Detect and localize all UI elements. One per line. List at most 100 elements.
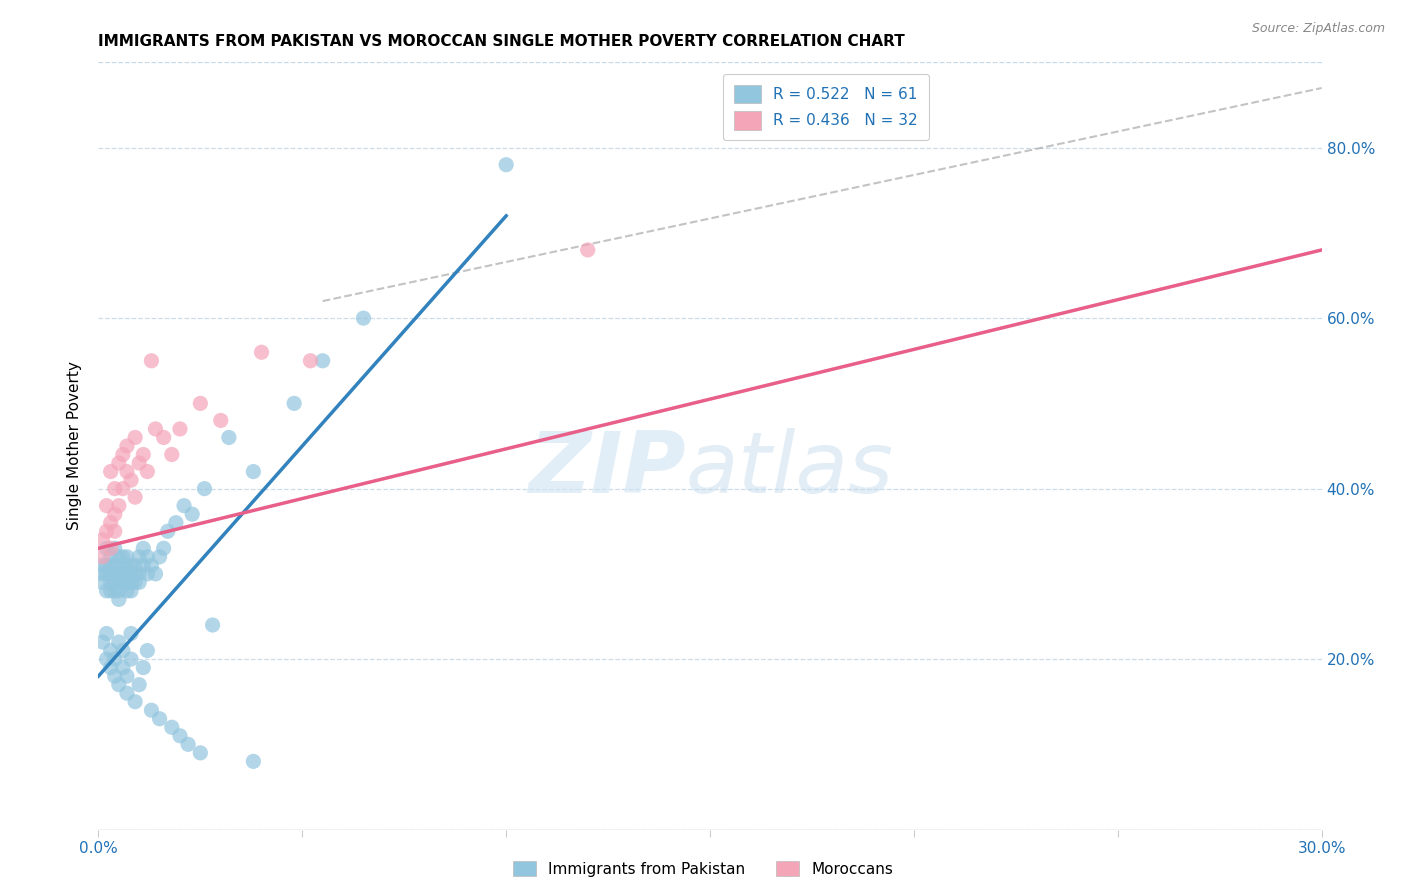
Point <box>111 482 134 496</box>
Point <box>111 558 134 573</box>
Point <box>242 465 264 479</box>
Point <box>193 482 215 496</box>
Point <box>100 549 122 564</box>
Point <box>104 524 127 539</box>
Point <box>145 566 167 581</box>
Point <box>124 558 146 573</box>
Point <box>132 660 155 674</box>
Point <box>152 541 174 556</box>
Point <box>152 430 174 444</box>
Point <box>132 558 155 573</box>
Point <box>120 583 142 598</box>
Point <box>124 430 146 444</box>
Point <box>188 396 212 410</box>
Point <box>128 456 150 470</box>
Point <box>128 678 150 692</box>
Point <box>100 516 122 530</box>
Point <box>104 482 127 496</box>
Point <box>115 439 138 453</box>
Point <box>91 575 114 590</box>
Point <box>91 549 114 564</box>
Point <box>209 413 232 427</box>
Point <box>91 558 114 573</box>
Point <box>120 473 142 487</box>
Point <box>111 643 134 657</box>
Text: atlas: atlas <box>686 427 894 510</box>
Point <box>242 755 264 769</box>
Point <box>108 635 131 649</box>
Y-axis label: Single Mother Poverty: Single Mother Poverty <box>67 361 83 531</box>
Point <box>120 626 142 640</box>
Point <box>108 592 131 607</box>
Point <box>120 558 142 573</box>
Point <box>115 558 138 573</box>
Point <box>124 490 146 504</box>
Point <box>495 158 517 172</box>
Point <box>96 583 118 598</box>
Point <box>188 746 212 760</box>
Point <box>115 549 138 564</box>
Text: IMMIGRANTS FROM PAKISTAN VS MOROCCAN SINGLE MOTHER POVERTY CORRELATION CHART: IMMIGRANTS FROM PAKISTAN VS MOROCCAN SIN… <box>98 34 905 49</box>
Legend: R = 0.522   N = 61, R = 0.436   N = 32: R = 0.522 N = 61, R = 0.436 N = 32 <box>723 74 929 140</box>
Point <box>136 566 159 581</box>
Point <box>115 465 138 479</box>
Point <box>120 652 142 666</box>
Point <box>115 669 138 683</box>
Point <box>96 558 118 573</box>
Point <box>96 626 118 640</box>
Point <box>173 499 195 513</box>
Point <box>104 669 127 683</box>
Point <box>91 566 114 581</box>
Point <box>160 448 183 462</box>
Point <box>120 575 142 590</box>
Point <box>108 678 131 692</box>
Point <box>100 660 122 674</box>
Point <box>108 499 131 513</box>
Point <box>111 575 134 590</box>
Point <box>141 703 163 717</box>
Point <box>104 507 127 521</box>
Point <box>250 345 273 359</box>
Legend: Immigrants from Pakistan, Moroccans: Immigrants from Pakistan, Moroccans <box>505 853 901 884</box>
Point <box>100 583 122 598</box>
Point <box>111 660 134 674</box>
Point <box>352 311 374 326</box>
Point <box>108 583 131 598</box>
Point <box>104 558 127 573</box>
Point <box>201 618 224 632</box>
Point <box>128 575 150 590</box>
Point <box>108 549 131 564</box>
Point <box>111 448 134 462</box>
Point <box>141 353 163 368</box>
Point <box>120 566 142 581</box>
Point <box>100 558 122 573</box>
Point <box>136 465 159 479</box>
Point <box>91 533 114 547</box>
Point <box>96 541 118 556</box>
Point <box>104 575 127 590</box>
Point <box>100 643 122 657</box>
Point <box>96 652 118 666</box>
Point <box>104 541 127 556</box>
Point <box>115 686 138 700</box>
Point <box>149 549 172 564</box>
Point <box>132 541 155 556</box>
Point <box>128 549 150 564</box>
Point <box>177 737 200 751</box>
Point <box>96 524 118 539</box>
Point <box>100 566 122 581</box>
Point <box>115 583 138 598</box>
Point <box>312 353 335 368</box>
Point <box>156 524 179 539</box>
Point <box>91 635 114 649</box>
Point <box>160 720 183 734</box>
Point <box>108 566 131 581</box>
Point <box>165 516 187 530</box>
Point <box>108 456 131 470</box>
Point <box>111 549 134 564</box>
Point <box>124 566 146 581</box>
Text: ZIP: ZIP <box>527 427 686 510</box>
Point <box>136 643 159 657</box>
Point <box>115 566 138 581</box>
Point <box>124 575 146 590</box>
